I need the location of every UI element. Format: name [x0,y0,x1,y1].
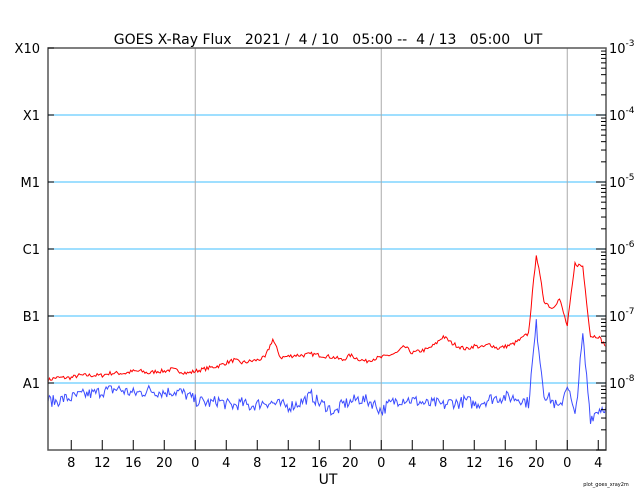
flux-label-exponent: -8 [626,374,635,384]
flux-label-exponent: -5 [626,173,635,183]
flux-label: 10-6 [609,240,635,258]
x-tick-label: 8 [253,456,261,471]
x-tick-label: 20 [342,456,359,471]
class-label-M1: M1 [21,176,41,191]
class-label-C1: C1 [23,243,40,258]
flux-label-base: 10 [609,42,626,57]
x-tick-label: 8 [67,456,75,471]
flux-label-base: 10 [609,377,626,392]
x-tick-label: 12 [280,456,297,471]
footer-label: plot_goes_xray2m [583,482,629,488]
x-tick-label: 8 [439,456,447,471]
flux-label-exponent: -6 [626,240,635,250]
series-line-long [47,255,607,383]
flux-label-base: 10 [609,243,626,258]
class-label-B1: B1 [23,310,40,325]
class-label-A1: A1 [23,377,40,392]
x-tick-label: 0 [377,456,385,471]
flux-label: 10-8 [609,374,635,392]
x-axis-label: UT [319,472,338,488]
flux-label-base: 10 [609,176,626,191]
x-tick-label: 16 [497,456,514,471]
x-tick-label: 20 [528,456,545,471]
x-tick-label: 0 [563,456,571,471]
flux-label: 10-4 [609,106,635,124]
x-tick-label: 16 [125,456,142,471]
flux-label: 10-5 [609,173,635,191]
series-line-short [47,319,607,424]
x-tick-label: 20 [156,456,173,471]
class-label-X10: X10 [15,42,40,57]
chart-title: GOES X-Ray Flux 2021 / 4 / 10 05:00 -- 4… [114,32,543,48]
flux-label-exponent: -3 [626,39,635,49]
x-tick-label: 12 [94,456,111,471]
x-tick-label: 4 [408,456,416,471]
class-label-X1: X1 [23,109,40,124]
flux-label-base: 10 [609,310,626,325]
x-tick-label: 12 [466,456,483,471]
flux-label: 10-3 [609,39,635,57]
x-tick-label: 4 [594,456,602,471]
x-tick-label: 0 [191,456,199,471]
x-tick-label: 16 [311,456,328,471]
flux-label-exponent: -7 [626,307,635,317]
flux-label-base: 10 [609,109,626,124]
flux-label: 10-7 [609,307,635,325]
x-tick-label: 4 [222,456,230,471]
flux-label-exponent: -4 [626,106,635,116]
